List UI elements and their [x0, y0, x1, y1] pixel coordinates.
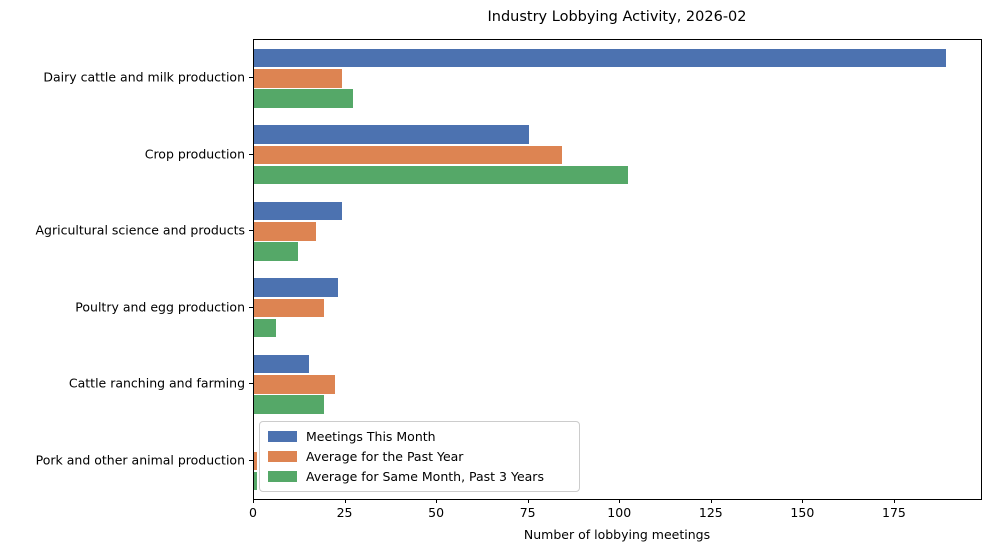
x-tick-label: 0 — [249, 505, 257, 520]
x-tick-mark — [527, 499, 529, 503]
x-tick-label: 150 — [790, 505, 815, 520]
y-tick-mark — [249, 459, 253, 461]
bar-average-for-same-month-past-3-years — [254, 395, 324, 414]
legend-swatch-icon — [268, 451, 297, 462]
bar-average-for-the-past-year — [254, 145, 562, 164]
bar-meetings-this-month — [254, 278, 339, 297]
y-tick-mark — [249, 383, 253, 385]
y-tick-label: Crop production — [144, 146, 245, 162]
bar-average-for-the-past-year — [254, 222, 317, 241]
bar-average-for-the-past-year — [254, 298, 324, 317]
y-tick-label: Pork and other animal production — [35, 452, 245, 468]
y-tick-label: Dairy cattle and milk production — [43, 69, 245, 85]
legend-item: Average for the Past Year — [268, 448, 571, 465]
bar-average-for-same-month-past-3-years — [254, 242, 298, 261]
bar-average-for-same-month-past-3-years — [254, 89, 353, 108]
x-tick-mark — [802, 499, 804, 503]
bar-average-for-the-past-year — [254, 375, 335, 394]
legend-swatch-icon — [268, 471, 297, 482]
y-tick-label: Agricultural science and products — [35, 222, 245, 238]
legend-label: Meetings This Month — [306, 429, 436, 444]
x-tick-label: 100 — [607, 505, 632, 520]
y-tick-mark — [249, 77, 253, 79]
legend-item: Average for Same Month, Past 3 Years — [268, 468, 571, 485]
bar-meetings-this-month — [254, 125, 529, 144]
legend-swatch-icon — [268, 431, 297, 442]
x-tick-mark — [710, 499, 712, 503]
bar-average-for-same-month-past-3-years — [254, 165, 628, 185]
legend: Meetings This Month Average for the Past … — [259, 421, 580, 492]
x-tick-mark — [436, 499, 438, 503]
y-tick-mark — [249, 153, 253, 155]
x-axis-label: Number of lobbying meetings — [523, 527, 711, 542]
legend-item: Meetings This Month — [268, 428, 571, 445]
bar-average-for-same-month-past-3-years — [254, 471, 257, 491]
x-tick-label: 125 — [698, 505, 723, 520]
y-tick-label: Cattle ranching and farming — [68, 375, 245, 391]
legend-label: Average for the Past Year — [306, 449, 464, 464]
y-tick-mark — [249, 230, 253, 232]
plot-area: Meetings This Month Average for the Past … — [253, 39, 982, 500]
y-tick-label: Poultry and egg production — [75, 299, 245, 315]
bar-meetings-this-month — [254, 201, 342, 221]
x-tick-label: 75 — [519, 505, 536, 520]
x-tick-label: 50 — [428, 505, 445, 520]
bar-average-for-the-past-year — [254, 451, 257, 470]
chart-title: Industry Lobbying Activity, 2026-02 — [487, 9, 747, 25]
bar-average-for-same-month-past-3-years — [254, 318, 276, 338]
bar-meetings-this-month — [254, 354, 309, 374]
bar-meetings-this-month — [254, 48, 947, 68]
x-tick-label: 175 — [881, 505, 906, 520]
x-tick-mark — [253, 499, 254, 503]
legend-label: Average for Same Month, Past 3 Years — [306, 469, 544, 484]
x-tick-label: 25 — [336, 505, 353, 520]
y-tick-mark — [249, 306, 253, 308]
x-tick-mark — [893, 499, 895, 503]
bar-average-for-the-past-year — [254, 69, 342, 88]
x-tick-mark — [619, 499, 621, 503]
x-tick-mark — [344, 499, 346, 503]
